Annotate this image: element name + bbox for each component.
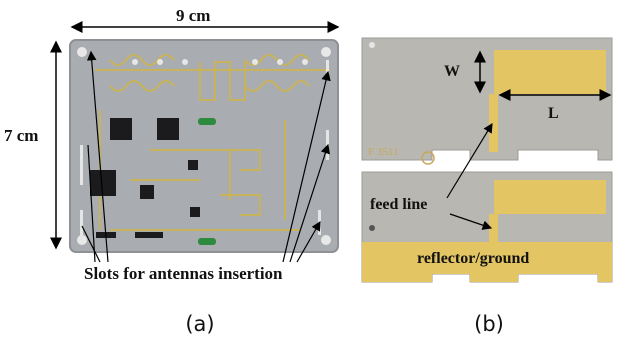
reflector-ground-plane [362,242,612,282]
feed-line-label: feed line [370,196,428,213]
chip [157,118,179,140]
antenna-patch [494,50,606,94]
feed-line-pointer [449,213,493,230]
component [198,238,216,245]
slots-label: Slots for antennas insertion [84,264,283,283]
chip [140,185,154,199]
chip [90,170,116,196]
l-label: L [548,105,559,122]
connector [135,232,163,238]
feed-line-pointer [446,122,493,199]
feed-line-strip [489,214,498,242]
w-label: W [444,63,460,80]
chip [190,207,200,217]
feed-line-strip [489,94,498,152]
pcb-traces [95,54,330,231]
caption-a: (a) [185,312,215,336]
width-dimension-label: 9 cm [176,6,211,25]
antenna-patch [494,180,606,214]
antenna-board-top [361,37,613,165]
chip [110,118,132,140]
pcb-board-photo [69,39,339,253]
slot-pointer-lines [81,50,331,263]
component [198,118,216,125]
reflector-ground-label: reflector/ground [417,250,530,267]
chip [188,160,198,170]
height-dimension-label: 7 cm [4,126,39,145]
board-marking: F 3511 [368,146,399,158]
caption-b: (b) [474,312,504,336]
